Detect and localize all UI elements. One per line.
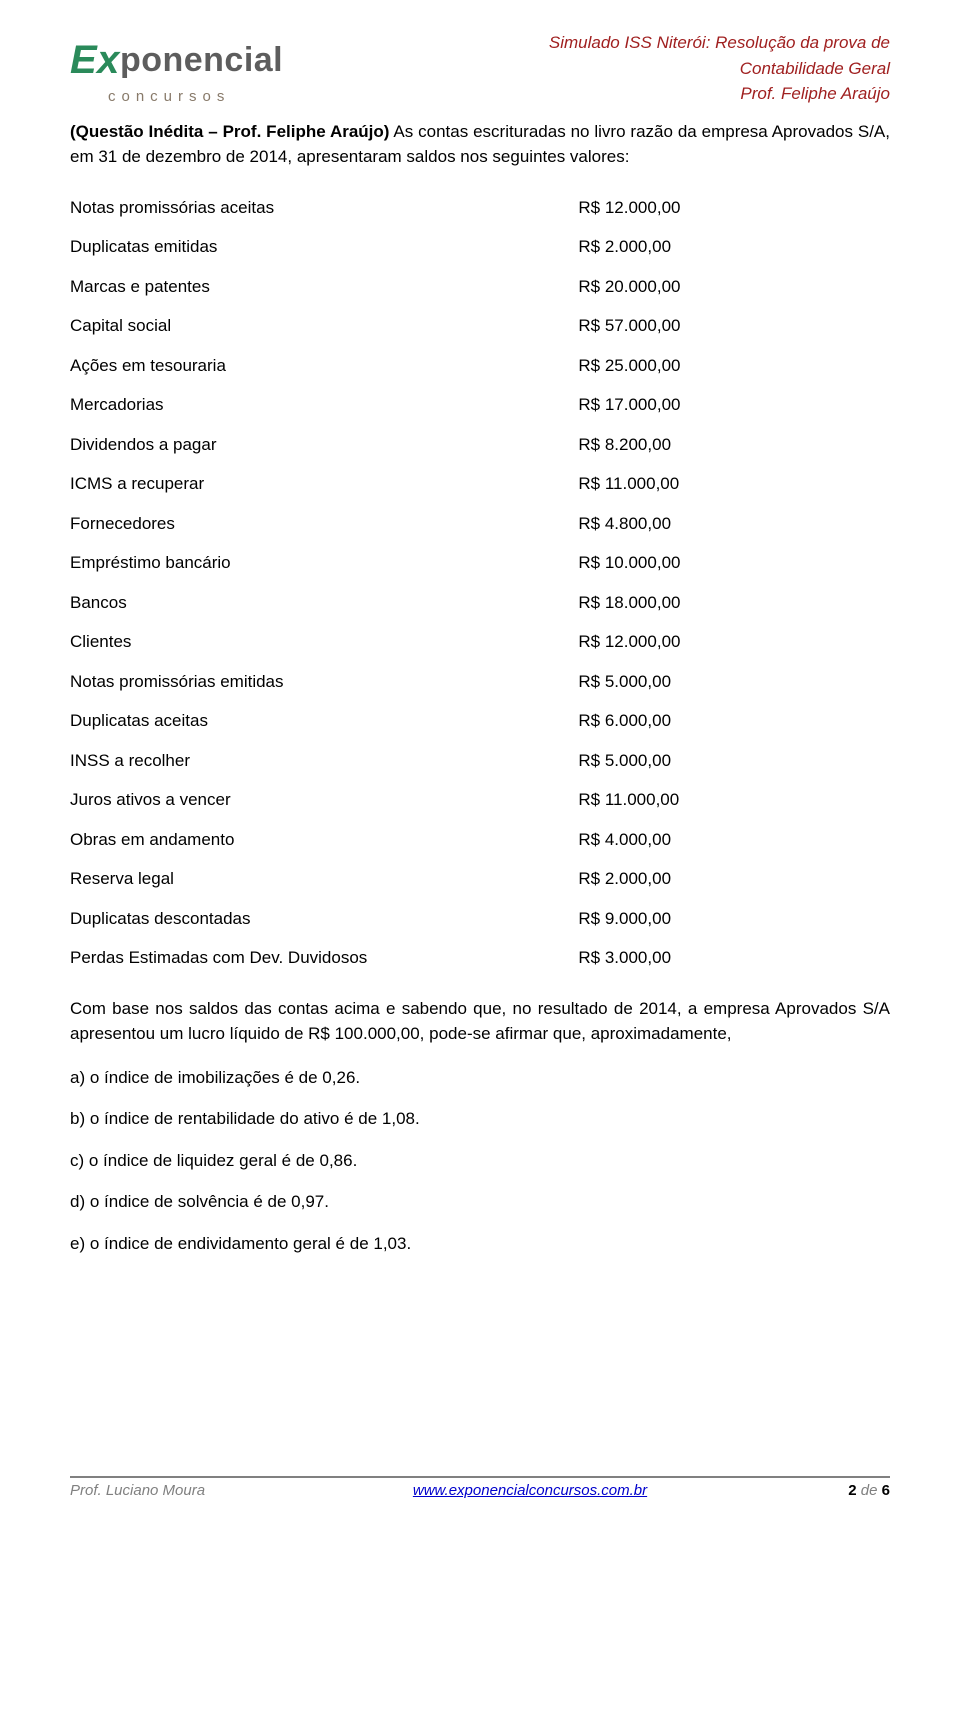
footer-page-total: 6: [882, 1482, 890, 1499]
table-row: Marcas e patentesR$ 20.000,00: [70, 267, 890, 307]
account-label: Duplicatas emitidas: [70, 227, 578, 267]
accounts-table: Notas promissórias aceitasR$ 12.000,00Du…: [70, 188, 890, 978]
table-row: FornecedoresR$ 4.800,00: [70, 504, 890, 544]
logo-text: ponencial: [120, 41, 283, 79]
option-d: d) o índice de solvência é de 0,97.: [70, 1189, 890, 1215]
account-label: Capital social: [70, 306, 578, 346]
account-value: R$ 3.000,00: [578, 938, 890, 978]
account-value: R$ 5.000,00: [578, 662, 890, 702]
account-label: INSS a recolher: [70, 741, 578, 781]
footer-page-current: 2: [848, 1482, 856, 1499]
account-label: Empréstimo bancário: [70, 543, 578, 583]
option-a: a) o índice de imobilizações é de 0,26.: [70, 1065, 890, 1091]
account-value: R$ 10.000,00: [578, 543, 890, 583]
account-value: R$ 6.000,00: [578, 701, 890, 741]
account-value: R$ 17.000,00: [578, 385, 890, 425]
table-row: BancosR$ 18.000,00: [70, 583, 890, 623]
account-label: Marcas e patentes: [70, 267, 578, 307]
question-prefix: (Questão Inédita – Prof. Feliphe Araújo): [70, 122, 389, 141]
account-value: R$ 8.200,00: [578, 425, 890, 465]
account-label: Obras em andamento: [70, 820, 578, 860]
page-footer: Prof. Luciano Moura www.exponencialconcu…: [70, 1476, 890, 1503]
table-row: Ações em tesourariaR$ 25.000,00: [70, 346, 890, 386]
table-row: Duplicatas descontadasR$ 9.000,00: [70, 899, 890, 939]
header-line1: Simulado ISS Niterói: Resolução da prova…: [549, 30, 890, 56]
option-e: e) o índice de endividamento geral é de …: [70, 1231, 890, 1257]
account-label: Dividendos a pagar: [70, 425, 578, 465]
account-label: ICMS a recuperar: [70, 464, 578, 504]
footer-page-sep: de: [857, 1482, 882, 1499]
account-label: Ações em tesouraria: [70, 346, 578, 386]
page-header: Exponencial concursos Simulado ISS Niter…: [70, 30, 890, 109]
account-label: Mercadorias: [70, 385, 578, 425]
table-row: Juros ativos a vencerR$ 11.000,00: [70, 780, 890, 820]
account-label: Juros ativos a vencer: [70, 780, 578, 820]
header-line3: Prof. Feliphe Araújo: [549, 81, 890, 107]
table-row: Duplicatas aceitasR$ 6.000,00: [70, 701, 890, 741]
account-label: Perdas Estimadas com Dev. Duvidosos: [70, 938, 578, 978]
account-value: R$ 4.800,00: [578, 504, 890, 544]
table-row: ClientesR$ 12.000,00: [70, 622, 890, 662]
account-label: Duplicatas aceitas: [70, 701, 578, 741]
account-label: Bancos: [70, 583, 578, 623]
footer-page: 2 de 6: [790, 1480, 890, 1503]
account-label: Clientes: [70, 622, 578, 662]
table-row: Duplicatas emitidasR$ 2.000,00: [70, 227, 890, 267]
logo-mark: Ex: [70, 38, 120, 82]
table-row: Dividendos a pagarR$ 8.200,00: [70, 425, 890, 465]
account-value: R$ 18.000,00: [578, 583, 890, 623]
account-value: R$ 25.000,00: [578, 346, 890, 386]
account-label: Fornecedores: [70, 504, 578, 544]
table-row: Notas promissórias emitidasR$ 5.000,00: [70, 662, 890, 702]
table-row: MercadoriasR$ 17.000,00: [70, 385, 890, 425]
footer-url: www.exponencialconcursos.com.br: [270, 1480, 790, 1503]
account-value: R$ 5.000,00: [578, 741, 890, 781]
account-label: Notas promissórias emitidas: [70, 662, 578, 702]
account-value: R$ 4.000,00: [578, 820, 890, 860]
table-row: INSS a recolherR$ 5.000,00: [70, 741, 890, 781]
option-b: b) o índice de rentabilidade do ativo é …: [70, 1106, 890, 1132]
account-label: Notas promissórias aceitas: [70, 188, 578, 228]
table-row: ICMS a recuperarR$ 11.000,00: [70, 464, 890, 504]
logo-main: Exponencial: [70, 30, 283, 90]
table-row: Capital socialR$ 57.000,00: [70, 306, 890, 346]
logo: Exponencial concursos: [70, 30, 283, 109]
table-row: Notas promissórias aceitasR$ 12.000,00: [70, 188, 890, 228]
question-text: (Questão Inédita – Prof. Feliphe Araújo)…: [70, 119, 890, 170]
accounts-tbody: Notas promissórias aceitasR$ 12.000,00Du…: [70, 188, 890, 978]
table-row: Reserva legalR$ 2.000,00: [70, 859, 890, 899]
header-title-block: Simulado ISS Niterói: Resolução da prova…: [549, 30, 890, 107]
account-value: R$ 57.000,00: [578, 306, 890, 346]
account-value: R$ 12.000,00: [578, 622, 890, 662]
account-label: Reserva legal: [70, 859, 578, 899]
post-question-text: Com base nos saldos das contas acima e s…: [70, 996, 890, 1047]
logo-subtext: concursos: [108, 86, 230, 109]
table-row: Empréstimo bancárioR$ 10.000,00: [70, 543, 890, 583]
account-value: R$ 11.000,00: [578, 464, 890, 504]
table-row: Obras em andamentoR$ 4.000,00: [70, 820, 890, 860]
account-value: R$ 20.000,00: [578, 267, 890, 307]
account-value: R$ 12.000,00: [578, 188, 890, 228]
option-c: c) o índice de liquidez geral é de 0,86.: [70, 1148, 890, 1174]
account-label: Duplicatas descontadas: [70, 899, 578, 939]
account-value: R$ 11.000,00: [578, 780, 890, 820]
header-line2: Contabilidade Geral: [549, 56, 890, 82]
footer-author: Prof. Luciano Moura: [70, 1480, 270, 1503]
account-value: R$ 2.000,00: [578, 227, 890, 267]
account-value: R$ 9.000,00: [578, 899, 890, 939]
account-value: R$ 2.000,00: [578, 859, 890, 899]
table-row: Perdas Estimadas com Dev. DuvidososR$ 3.…: [70, 938, 890, 978]
